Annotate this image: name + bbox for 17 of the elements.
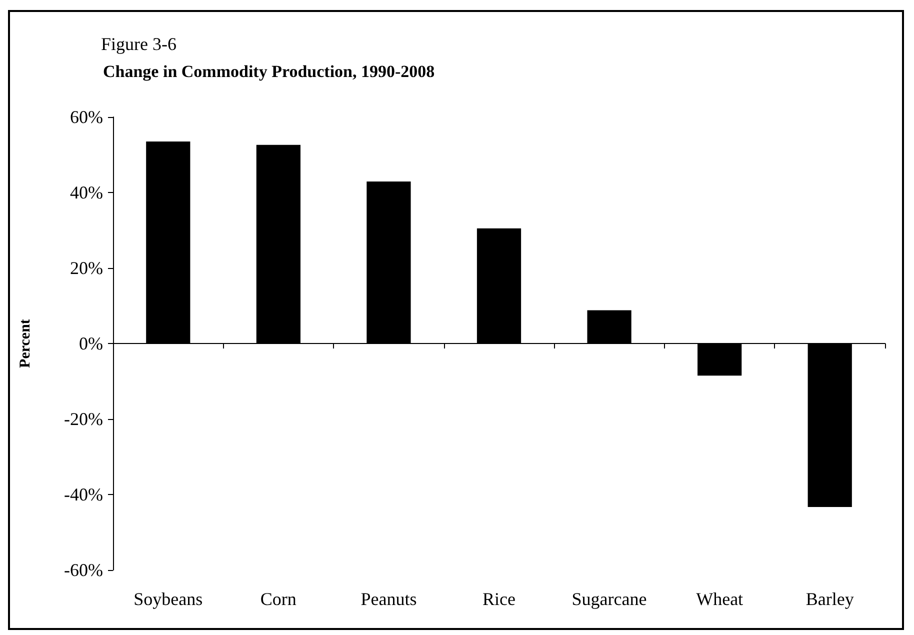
x-tick-label: Wheat	[696, 589, 744, 609]
chart-subtitle: Change in Commodity Production, 1990-2008	[103, 62, 435, 81]
x-tick-label: Soybeans	[134, 589, 203, 609]
x-tick-label: Peanuts	[360, 589, 417, 609]
y-tick-label: 60%	[70, 107, 103, 127]
y-axis-title: Percent	[18, 319, 34, 368]
y-tick-label: -60%	[64, 560, 103, 580]
y-tick-label: 0%	[79, 334, 103, 354]
y-tick-label: 40%	[70, 182, 103, 202]
x-tick-label: Corn	[260, 589, 296, 609]
y-tick-label: -40%	[64, 484, 103, 504]
y-tick-label: 20%	[70, 258, 103, 278]
x-tick-label: Barley	[806, 589, 854, 609]
x-tick-label: Rice	[482, 589, 516, 609]
y-tick-label: -20%	[64, 409, 103, 429]
chart-title: Figure 3-6	[101, 34, 176, 54]
x-tick-label: Sugarcane	[572, 589, 647, 609]
